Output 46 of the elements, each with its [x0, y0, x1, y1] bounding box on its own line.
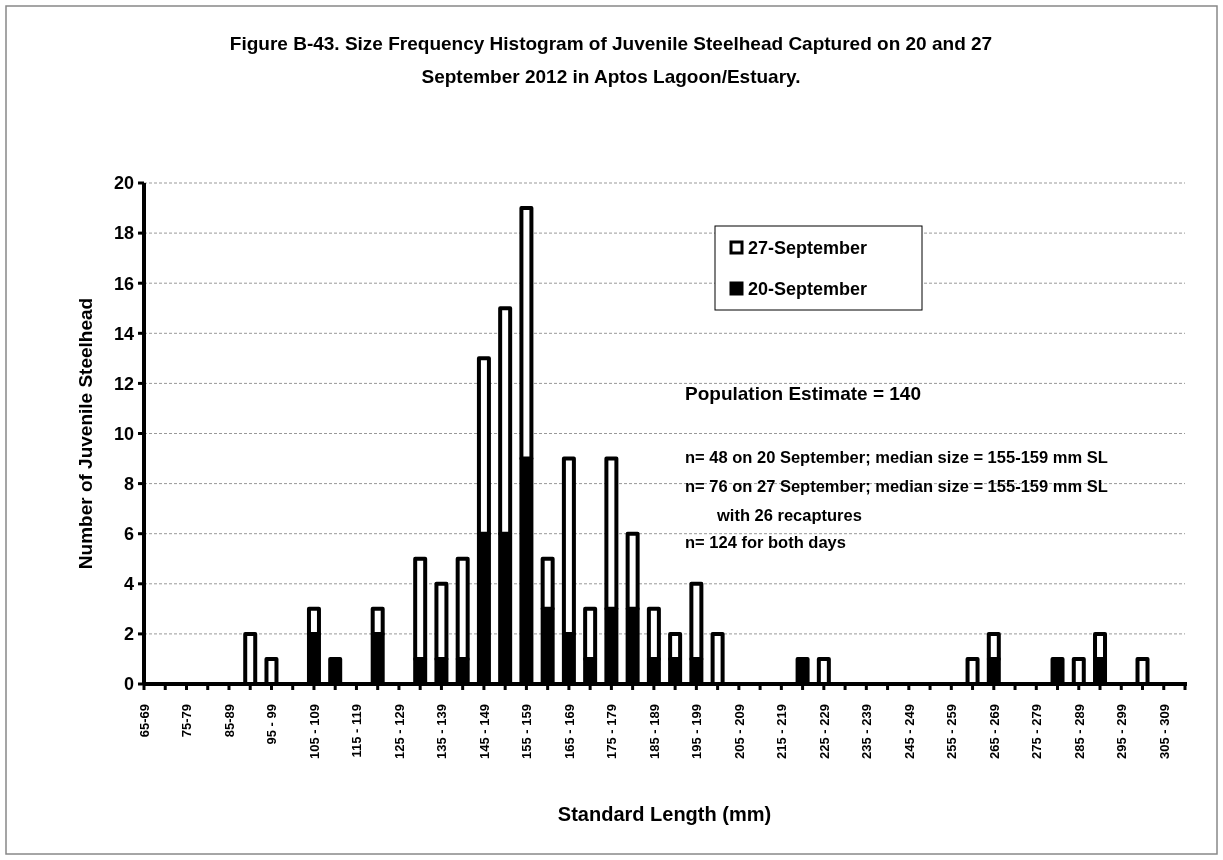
- x-tick-label: 105 - 109: [306, 704, 322, 759]
- y-tick-label: 14: [113, 323, 134, 344]
- y-tick-label: 16: [113, 273, 134, 294]
- y-tick-label: 8: [123, 473, 134, 494]
- x-tick-label: 115 - 119: [349, 704, 365, 758]
- x-tick-label: 305 - 309: [1156, 704, 1172, 759]
- annotation: n= 48 on 20 September; median size = 155-159 mm SL: [685, 448, 1108, 466]
- x-tick-label: 145 - 149: [476, 704, 492, 759]
- annotation: n= 124 for both days: [685, 533, 846, 551]
- y-tick-label: 18: [113, 223, 134, 244]
- annotation: with 26 recaptures: [716, 506, 862, 524]
- y-tick-label: 6: [123, 524, 134, 544]
- x-tick-label: 205 - 209: [731, 704, 747, 759]
- annotation: n= 76 on 27 September; median size = 155-159 mm SL: [685, 477, 1108, 495]
- x-tick-label: 95 - 99: [264, 704, 280, 745]
- x-tick-label: 125 - 129: [391, 704, 407, 759]
- x-tick-label: 235 - 239: [859, 704, 875, 759]
- y-tick-label: 12: [113, 373, 134, 394]
- y-axis-title: Number of Juvenile Steelhead: [75, 297, 96, 570]
- x-axis-title: Standard Length (mm): [557, 803, 772, 825]
- x-tick-label: 65-69: [137, 704, 152, 738]
- x-tick-label: 135 - 139: [434, 704, 450, 759]
- x-tick-label: 255 - 259: [944, 704, 960, 759]
- x-tick-label: 265 - 269: [986, 704, 1002, 759]
- x-tick-label: 225 - 229: [816, 704, 832, 759]
- x-tick-label: 85-89: [221, 704, 237, 738]
- legend-label: 20-September: [748, 279, 868, 300]
- legend-label: 27-September: [748, 238, 868, 259]
- x-tick-label: 195 - 199: [689, 704, 705, 759]
- x-tick-label: 285 - 289: [1071, 704, 1087, 759]
- y-tick-label: 4: [123, 574, 134, 595]
- annotation: Population Estimate = 140: [685, 383, 921, 404]
- x-tick-label: 215 - 219: [774, 704, 790, 759]
- chart-title: Figure B-43. Size Frequency Histogram of Juvenile Steelhead Captured on 20 and 27 September 2012 in Aptos Lagoon/Estuary.: [229, 33, 993, 87]
- x-tick-label: 75-79: [179, 704, 195, 738]
- x-tick-label: 155 - 159: [519, 704, 535, 759]
- y-tick-label: 2: [123, 624, 134, 645]
- y-tick-label: 10: [113, 423, 134, 444]
- x-tick-label: 295 - 299: [1114, 704, 1130, 759]
- y-tick-label: 0: [123, 674, 134, 695]
- x-tick-label: 175 - 179: [604, 704, 620, 759]
- x-tick-label: 275 - 279: [1029, 704, 1045, 759]
- x-tick-label: 185 - 189: [646, 704, 662, 759]
- x-tick-label: 165 - 169: [561, 704, 577, 759]
- y-tick-label: 20: [113, 173, 134, 194]
- x-tick-label: 245 - 249: [901, 704, 917, 759]
